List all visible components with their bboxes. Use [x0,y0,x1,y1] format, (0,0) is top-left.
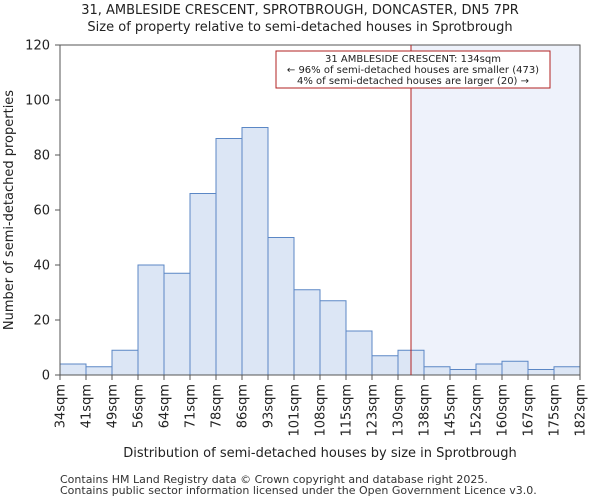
bar-160sqm [501,360,529,376]
bar-56sqm [137,264,165,376]
annotation-line-2: ← 96% of semi-detached houses are smalle… [287,65,539,76]
x-tick-label-152sqm: 152sqm [470,384,485,437]
x-tick-label-145sqm: 145sqm [444,384,459,437]
x-tick-label-160sqm: 160sqm [496,384,511,437]
y-tick-label-100: 100 [25,94,50,109]
bar-49sqm [111,349,139,376]
x-tick-label-101sqm: 101sqm [288,384,303,437]
bar-41sqm [85,366,113,376]
bar-138sqm [423,366,451,376]
bar-64sqm [163,272,191,376]
x-tick-label-182sqm: 182sqm [574,384,589,437]
larger-region-shade [411,45,580,375]
bar-78sqm [215,138,243,376]
y-tick-label-80: 80 [33,149,50,164]
bar-108sqm [319,300,347,376]
x-tick-label-108sqm: 108sqm [314,384,329,437]
bar-34sqm [59,363,87,376]
x-tick-label-130sqm: 130sqm [392,384,407,437]
x-tick-label-175sqm: 175sqm [548,384,563,437]
x-tick-label-167sqm: 167sqm [522,384,537,437]
x-tick-label-93sqm: 93sqm [262,384,277,428]
annotation-line-3: 4% of semi-detached houses are larger (2… [297,76,529,87]
y-tick-label-120: 120 [25,39,50,54]
bar-115sqm [345,330,373,376]
x-tick-label-49sqm: 49sqm [106,384,121,428]
bar-145sqm [449,369,477,376]
y-tick-label-60: 60 [33,204,50,219]
y-tick-label-0: 0 [42,369,50,384]
annotation-line-1: 31 AMBLESIDE CRESCENT: 134sqm [325,54,501,65]
x-tick-label-138sqm: 138sqm [418,384,433,437]
chart-title: 31, AMBLESIDE CRESCENT, SPROTBROUGH, DON… [81,3,519,18]
y-tick-label-40: 40 [33,259,50,274]
x-tick-label-123sqm: 123sqm [366,384,381,437]
chart-subtitle: Size of property relative to semi-detach… [87,20,513,35]
bar-86sqm [241,127,269,376]
bar-175sqm [553,366,581,376]
x-axis-label: Distribution of semi-detached houses by … [123,446,517,461]
x-tick-label-86sqm: 86sqm [236,384,251,428]
bar-93sqm [267,237,295,376]
x-tick-label-34sqm: 34sqm [54,384,69,428]
bar-71sqm [189,193,217,376]
y-tick-label-20: 20 [33,314,50,329]
x-tick-label-41sqm: 41sqm [80,384,95,428]
bar-152sqm [475,363,503,376]
bar-101sqm [293,289,321,376]
x-tick-label-115sqm: 115sqm [340,384,355,437]
bar-123sqm [371,355,399,376]
x-tick-label-56sqm: 56sqm [132,384,147,428]
x-tick-label-71sqm: 71sqm [184,384,199,428]
bar-167sqm [527,369,555,376]
x-tick-label-78sqm: 78sqm [210,384,225,428]
y-axis-label: Number of semi-detached properties [2,90,17,330]
footer-line-1: Contains HM Land Registry data © Crown c… [60,473,488,486]
annotation-box [275,50,551,89]
x-tick-label-64sqm: 64sqm [158,384,173,428]
footer-line-2: Contains public sector information licen… [60,484,537,497]
